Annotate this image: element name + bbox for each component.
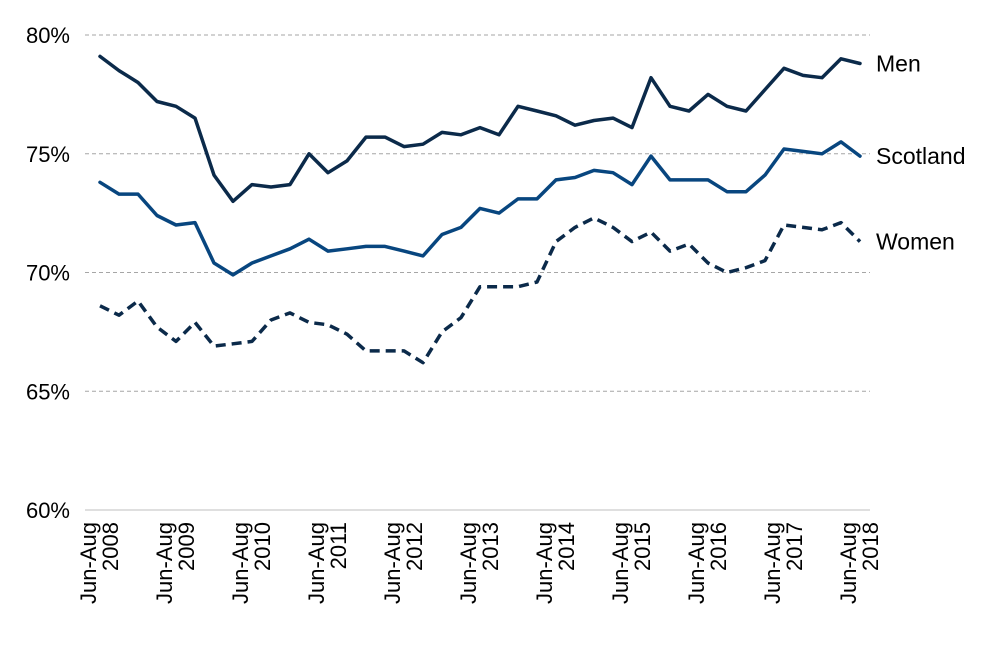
x-tick-label-period: Jun-Aug: [304, 522, 329, 604]
x-tick-label-period: Jun-Aug: [152, 522, 177, 604]
x-tick-label-year: 2016: [706, 522, 731, 571]
x-tick-label-period: Jun-Aug: [76, 522, 101, 604]
x-tick-label-year: 2017: [782, 522, 807, 571]
x-tick-label-year: 2018: [858, 522, 883, 571]
series-label-women: Women: [876, 229, 955, 255]
x-tick-label-year: 2008: [98, 522, 123, 571]
x-tick-label-year: 2014: [554, 522, 579, 571]
x-tick-label-year: 2013: [478, 522, 503, 571]
x-tick-label-period: Jun-Aug: [608, 522, 633, 604]
series-label-scotland: Scotland: [876, 143, 966, 169]
x-tick-label-period: Jun-Aug: [684, 522, 709, 604]
x-tick-label-year: 2009: [174, 522, 199, 571]
series-line-women: [99, 216, 862, 365]
x-tick-label-period: Jun-Aug: [532, 522, 557, 604]
x-tick-label-year: 2011: [326, 522, 351, 569]
x-tick-label-period: Jun-Aug: [836, 522, 861, 604]
y-tick-label: 80%: [26, 23, 70, 48]
series-line-men: [98, 54, 862, 204]
series-lines: [98, 54, 862, 365]
gridlines: [85, 34, 870, 392]
x-tick-label-year: 2015: [630, 522, 655, 571]
y-tick-label: 75%: [26, 142, 70, 167]
series-label-men: Men: [876, 51, 921, 77]
x-tick-label-year: 2010: [250, 522, 275, 571]
x-tick-label-period: Jun-Aug: [380, 522, 405, 604]
x-tick-label-period: Jun-Aug: [228, 522, 253, 604]
y-tick-label: 70%: [26, 261, 70, 286]
x-tick-label-period: Jun-Aug: [456, 522, 481, 604]
y-tick-label: 60%: [26, 498, 70, 523]
series-labels: Men Scotland Women: [876, 51, 966, 255]
y-tick-label: 65%: [26, 379, 70, 404]
series-line-scotland: [98, 140, 862, 277]
x-tick-label-period: Jun-Aug: [760, 522, 785, 604]
x-tick-label-year: 2012: [402, 522, 427, 571]
